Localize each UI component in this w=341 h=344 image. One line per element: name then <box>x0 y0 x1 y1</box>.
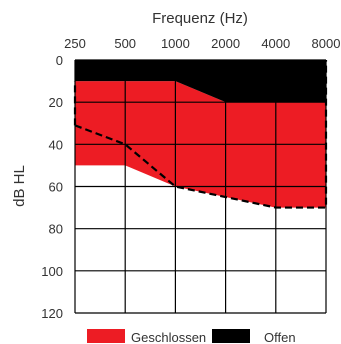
legend-swatch-geschlossen <box>87 329 125 343</box>
x-tick-label-500: 500 <box>114 36 136 51</box>
y-tick-label-0: 0 <box>56 53 63 68</box>
y-tick-label-120: 120 <box>41 306 63 321</box>
y-axis-title: dB HL <box>11 165 28 207</box>
y-tick-label-40: 40 <box>49 137 63 152</box>
legend-swatch-offen <box>212 329 250 343</box>
legend-label-geschlossen: Geschlossen <box>131 330 206 344</box>
y-tick-label-100: 100 <box>41 264 63 279</box>
x-tick-label-4000: 4000 <box>261 36 290 51</box>
legend: Geschlossen Offen <box>87 329 296 344</box>
x-tick-label-1000: 1000 <box>161 36 190 51</box>
band-offen <box>75 60 326 103</box>
x-tick-label-8000: 8000 <box>312 36 341 51</box>
plot-area: 250 500 1000 2000 4000 8000 0 20 40 60 80 100 120 <box>41 36 340 321</box>
legend-label-offen: Offen <box>264 330 296 344</box>
x-tick-label-2000: 2000 <box>211 36 240 51</box>
x-tick-label-250: 250 <box>64 36 86 51</box>
x-axis-title: Frequenz (Hz) <box>152 10 248 27</box>
y-tick-label-80: 80 <box>49 222 63 237</box>
y-tick-label-20: 20 <box>49 95 63 110</box>
y-tick-label-60: 60 <box>49 180 63 195</box>
